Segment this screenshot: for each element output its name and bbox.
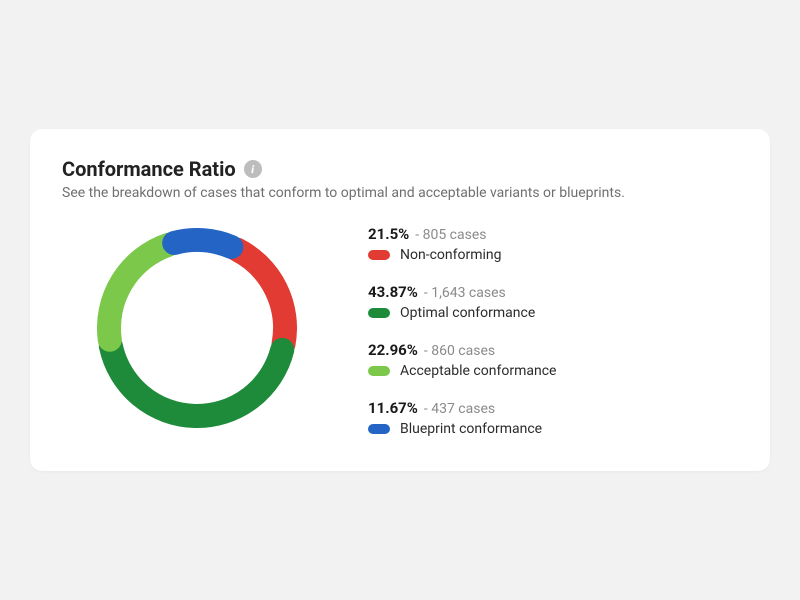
legend-swatch [368, 424, 390, 434]
card-title: Conformance Ratio [62, 157, 236, 181]
donut-segment-optimal [111, 346, 282, 416]
legend-item-optimal: 43.87% - 1,643 cases Optimal conformance [368, 283, 738, 321]
legend-percent: 11.67% [368, 399, 418, 417]
legend-item-bottom: Optimal conformance [368, 305, 738, 321]
donut-svg [97, 228, 297, 428]
card-subtitle: See the breakdown of cases that conform … [62, 185, 738, 201]
donut-segment-non_conforming [237, 250, 285, 344]
legend-swatch [368, 366, 390, 376]
legend-item-bottom: Blueprint conformance [368, 421, 738, 437]
legend-label: Acceptable conformance [400, 363, 556, 379]
legend-swatch [368, 250, 390, 260]
legend-item-bottom: Non-conforming [368, 247, 738, 263]
legend-cases: - 860 cases [424, 343, 495, 359]
legend-item-blueprint: 11.67% - 437 cases Blueprint conformance [368, 399, 738, 437]
legend-item-top: 11.67% - 437 cases [368, 399, 738, 417]
legend-cases: - 805 cases [415, 227, 486, 243]
legend-item-non_conforming: 21.5% - 805 cases Non-conforming [368, 225, 738, 263]
info-icon[interactable]: i [244, 160, 262, 178]
card-content: 21.5% - 805 cases Non-conforming 43.87% - 1,… [62, 219, 738, 437]
legend-swatch [368, 308, 390, 318]
conformance-ratio-card: Conformance Ratio i See the breakdown of… [30, 129, 770, 471]
legend-item-top: 21.5% - 805 cases [368, 225, 738, 243]
legend-label: Non-conforming [400, 247, 502, 263]
donut-segment-blueprint [174, 240, 231, 247]
legend-cases: - 1,643 cases [424, 285, 506, 301]
donut-segment-acceptable [109, 245, 168, 340]
donut-chart [62, 228, 332, 428]
legend-percent: 43.87% [368, 283, 418, 301]
legend-cases: - 437 cases [424, 401, 495, 417]
legend-label: Optimal conformance [400, 305, 535, 321]
legend-label: Blueprint conformance [400, 421, 542, 437]
legend-item-acceptable: 22.96% - 860 cases Acceptable conformance [368, 341, 738, 379]
legend-item-bottom: Acceptable conformance [368, 363, 738, 379]
legend-item-top: 43.87% - 1,643 cases [368, 283, 738, 301]
legend-percent: 21.5% [368, 225, 409, 243]
legend-item-top: 22.96% - 860 cases [368, 341, 738, 359]
legend-percent: 22.96% [368, 341, 418, 359]
legend: 21.5% - 805 cases Non-conforming 43.87% - 1,… [368, 219, 738, 437]
card-header: Conformance Ratio i [62, 157, 738, 181]
